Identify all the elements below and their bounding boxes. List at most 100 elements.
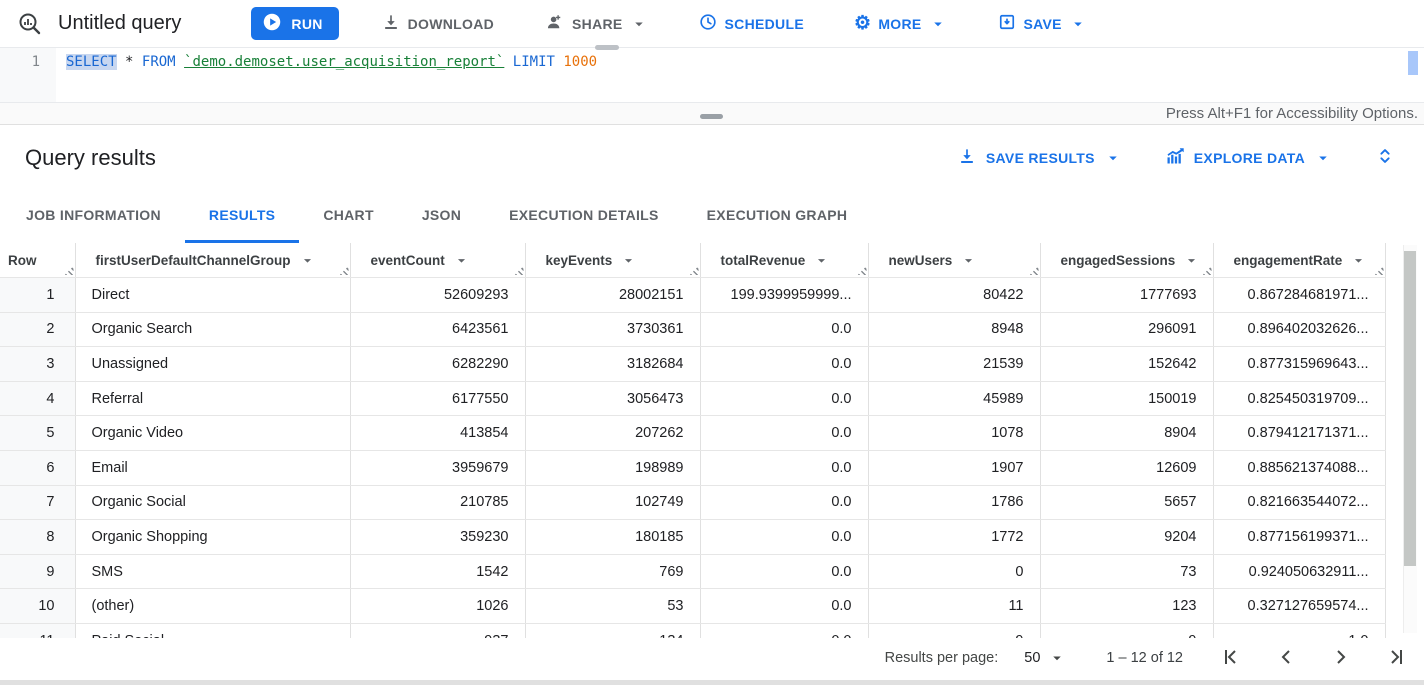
table-cell: 52609293: [350, 277, 526, 313]
table-cell: Organic Search: [75, 312, 351, 348]
column-caret-icon[interactable]: [620, 252, 637, 269]
column-caret-icon[interactable]: [453, 252, 470, 269]
sql-star: *: [125, 54, 134, 70]
table-cell: (other): [75, 588, 351, 625]
table-cell: Email: [75, 450, 351, 486]
next-page-button[interactable]: [1329, 645, 1353, 672]
column-caret-icon[interactable]: [960, 252, 977, 269]
table-cell: 8948: [868, 312, 1041, 348]
expand-panel-button[interactable]: [1374, 145, 1396, 170]
table-cell: 1542: [350, 554, 526, 590]
editor-resize-handle[interactable]: [595, 45, 619, 50]
schedule-button[interactable]: SCHEDULE: [688, 6, 814, 42]
sql-keyword-select: SELECT: [66, 54, 117, 70]
column-header-key-events[interactable]: keyEvents: [525, 243, 701, 279]
table-row: 9 SMS 1542 769 0.0 0 73 0.924050632911...: [0, 554, 1386, 590]
page-size-select[interactable]: 50: [1024, 649, 1066, 667]
panel-splitter-handle[interactable]: [700, 114, 723, 119]
chevron-down-icon: [1048, 649, 1066, 667]
row-number-cell: 3: [0, 346, 76, 382]
resize-handle-icon[interactable]: [857, 266, 867, 276]
table-cell: 3959679: [350, 450, 526, 486]
save-button[interactable]: SAVE: [987, 6, 1097, 42]
last-page-button[interactable]: [1384, 645, 1408, 672]
table-cell: Direct: [75, 277, 351, 313]
table-cell: 0.877156199371...: [1213, 519, 1386, 555]
resize-handle-icon[interactable]: [1374, 266, 1384, 276]
editor-scrollbar-thumb[interactable]: [1408, 51, 1418, 75]
sql-code-line[interactable]: SELECT * FROM `demo.demoset.user_acquisi…: [56, 48, 597, 102]
column-header-event-count[interactable]: eventCount: [350, 243, 526, 279]
more-button[interactable]: ⚙ MORE: [844, 6, 957, 42]
tab-results[interactable]: RESULTS: [184, 190, 300, 243]
row-number-cell: 9: [0, 554, 76, 590]
table-cell: 73: [1040, 554, 1214, 590]
share-button[interactable]: SHARE: [534, 6, 658, 42]
run-button[interactable]: RUN: [251, 7, 339, 40]
results-table-container: Row firstUserDefaultChannelGroup eventCo…: [0, 243, 1424, 638]
explore-data-button[interactable]: EXPLORE DATA: [1164, 146, 1332, 170]
table-cell: 207262: [525, 415, 701, 452]
column-header-engagement-rate[interactable]: engagementRate: [1213, 243, 1386, 279]
tab-json[interactable]: JSON: [421, 207, 462, 223]
results-title: Query results: [25, 144, 156, 170]
table-row: 8 Organic Shopping 359230 180185 0.0 1772 9204…: [0, 519, 1386, 555]
play-icon: [261, 11, 283, 36]
last-page-icon: [1384, 645, 1408, 672]
sql-table-ref[interactable]: `demo.demoset.user_acquisition_report`: [184, 54, 505, 70]
column-caret-icon[interactable]: [1183, 252, 1200, 269]
resize-handle-icon[interactable]: [514, 266, 524, 276]
previous-page-button[interactable]: [1274, 645, 1298, 672]
table-cell: 1078: [868, 415, 1041, 452]
table-cell: 0.877315969643...: [1213, 346, 1386, 382]
table-cell: 210785: [350, 485, 526, 521]
table-cell: 45989: [868, 381, 1041, 417]
column-header-new-users[interactable]: newUsers: [868, 243, 1041, 279]
column-header-channel-group[interactable]: firstUserDefaultChannelGroup: [75, 243, 351, 279]
column-label: firstUserDefaultChannelGroup: [95, 252, 291, 268]
column-caret-icon[interactable]: [299, 252, 316, 269]
table-cell: 296091: [1040, 312, 1214, 348]
save-results-button[interactable]: SAVE RESULTS: [957, 146, 1122, 169]
resize-handle-icon[interactable]: [689, 266, 699, 276]
tab-execution-graph[interactable]: EXECUTION GRAPH: [706, 207, 848, 223]
column-caret-icon[interactable]: [813, 252, 830, 269]
first-page-button[interactable]: [1219, 645, 1243, 672]
table-row: 4 Referral 6177550 3056473 0.0 45989 150019 0.8…: [0, 381, 1386, 417]
table-cell: 0: [868, 554, 1041, 590]
row-number-cell: 7: [0, 485, 76, 521]
tab-job-information[interactable]: JOB INFORMATION: [26, 207, 161, 223]
column-header-engaged-sessions[interactable]: engagedSessions: [1040, 243, 1214, 279]
table-cell: 3056473: [525, 381, 701, 417]
resize-handle-icon[interactable]: [1202, 266, 1212, 276]
table-cell: Organic Video: [75, 415, 351, 452]
download-button[interactable]: DOWNLOAD: [371, 6, 504, 42]
save-results-icon: [957, 146, 977, 169]
share-label: SHARE: [572, 15, 623, 32]
table-scrollbar-thumb[interactable]: [1404, 251, 1416, 566]
more-label: MORE: [878, 15, 922, 32]
sql-keyword-limit: LIMIT: [512, 54, 555, 70]
sql-editor[interactable]: 1 SELECT * FROM `demo.demoset.user_acqui…: [0, 45, 1424, 102]
table-cell: 80422: [868, 277, 1041, 313]
resize-handle-icon[interactable]: [339, 266, 349, 276]
column-header-row[interactable]: Row: [0, 243, 76, 279]
schedule-icon: [698, 12, 718, 35]
column-header-total-revenue[interactable]: totalRevenue: [700, 243, 869, 279]
query-title: Untitled query: [58, 12, 182, 34]
row-number-cell: 5: [0, 415, 76, 452]
resize-handle-icon[interactable]: [1029, 266, 1039, 276]
unfold-icon: [1374, 145, 1396, 170]
tab-execution-details[interactable]: EXECUTION DETAILS: [509, 207, 659, 223]
table-cell: 0.0: [700, 450, 869, 486]
pagination-bar: Results per page: 50 1 – 12 of 12: [0, 638, 1424, 678]
horizontal-scrollbar[interactable]: [0, 680, 1424, 685]
table-row: 1 Direct 52609293 28002151 199.9399959999...…: [0, 277, 1386, 313]
table-cell: 102749: [525, 485, 701, 521]
table-row: 2 Organic Search 6423561 3730361 0.0 8948 2960…: [0, 312, 1386, 348]
resize-handle-icon[interactable]: [64, 266, 74, 276]
table-cell: SMS: [75, 554, 351, 590]
column-caret-icon[interactable]: [1350, 252, 1367, 269]
row-number-cell: 6: [0, 450, 76, 486]
tab-chart[interactable]: CHART: [323, 207, 374, 223]
